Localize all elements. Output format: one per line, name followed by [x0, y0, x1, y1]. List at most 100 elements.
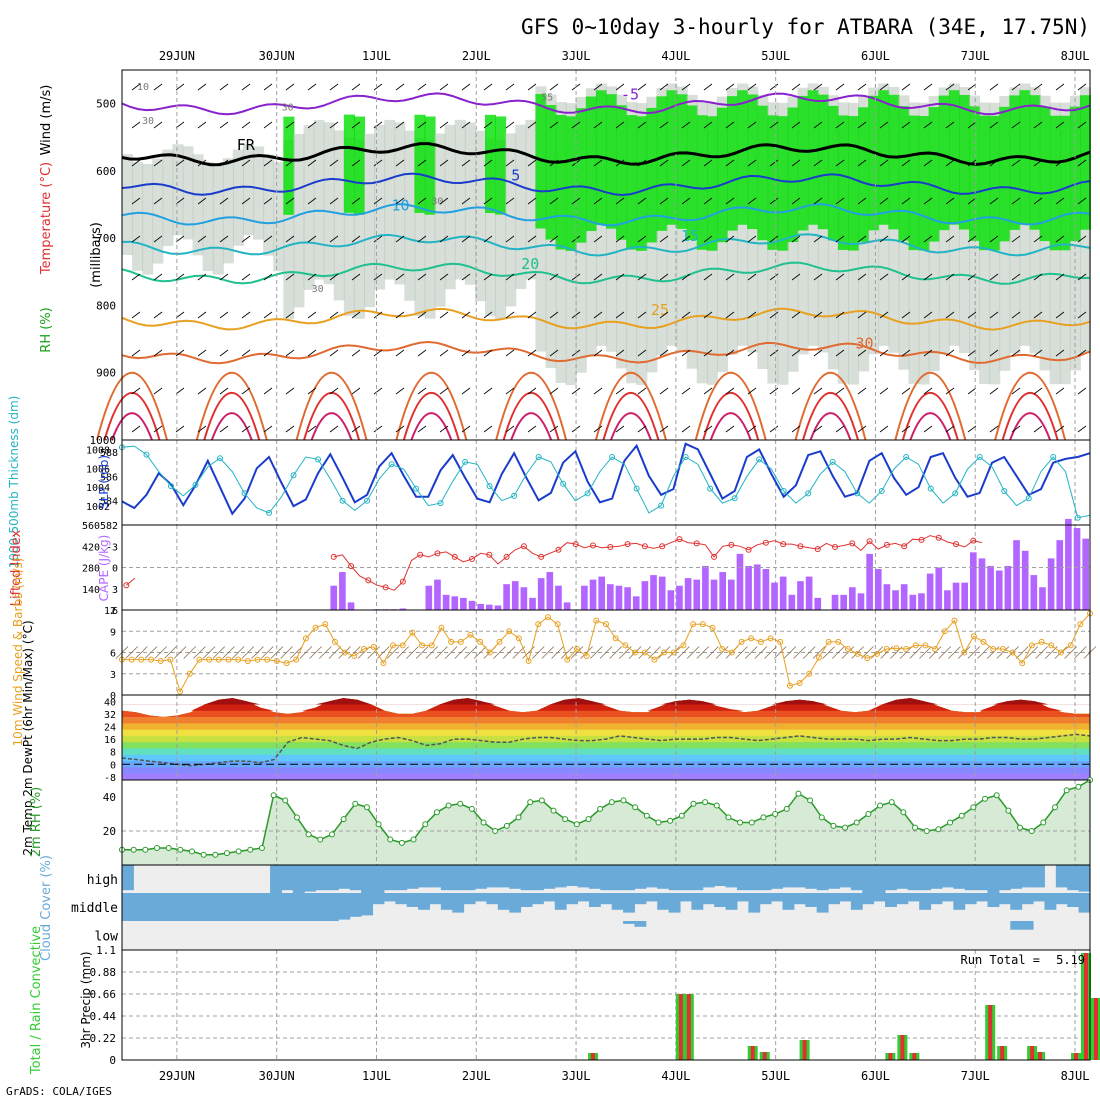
wind-barb [241, 425, 251, 433]
wind-barb [835, 387, 845, 395]
wind-barb [153, 121, 163, 129]
wind-barb [219, 349, 229, 357]
wind10-point [206, 656, 213, 663]
top-x-tick: 3JUL [562, 49, 591, 63]
wind10-barb [289, 646, 303, 659]
wind10-barb [870, 646, 884, 659]
wind-barb [967, 159, 977, 167]
rh2m-point [900, 809, 907, 816]
wind-barb [791, 121, 801, 129]
rh-green-shading [414, 114, 426, 213]
precip-frame [121, 949, 1091, 1061]
wind10-point [390, 642, 397, 649]
cloud-bar-middle [440, 893, 453, 910]
rh2m-point [492, 828, 499, 834]
rh-green-shading [969, 106, 981, 241]
wind-barb [725, 197, 735, 205]
wind-barb [395, 121, 405, 129]
rh2m-point [760, 814, 767, 821]
rh-shading [353, 139, 365, 319]
wind-barb [659, 425, 669, 433]
wind10-point [312, 624, 319, 631]
cloud-bar-middle [349, 893, 362, 917]
cloud-bar-middle [725, 893, 738, 910]
cape-bar [961, 582, 968, 610]
wind-barb [329, 425, 339, 433]
wind-barb [637, 425, 647, 433]
wind10-barb [144, 646, 158, 659]
wind-barb [835, 311, 845, 319]
cloud-bar-high [771, 865, 784, 889]
thickness-point [658, 502, 665, 509]
lifted-index-point [745, 546, 752, 553]
rh2m-point [1075, 783, 1082, 790]
wind-barb [923, 197, 933, 205]
cloud-bar-middle [361, 893, 374, 916]
wind-barb [285, 425, 295, 433]
wind10-point [932, 645, 939, 652]
cape-bar [987, 565, 994, 610]
rh-green-shading [747, 94, 759, 230]
wind10-barb [948, 646, 961, 659]
wind-barb [989, 121, 999, 129]
wind-barb [1011, 121, 1021, 129]
cape-bar [909, 594, 917, 610]
wind-barb [747, 121, 757, 129]
cape-bar [581, 585, 588, 610]
wind-barb [351, 349, 361, 357]
rh-green-shading [545, 104, 557, 240]
cloud-bar-middle [907, 893, 920, 902]
profile-y-tick: 500 [96, 98, 116, 111]
thickness-point [780, 488, 787, 494]
temp-surface-loop [402, 392, 460, 441]
wind10-point [651, 656, 658, 663]
cape-bar [944, 590, 951, 610]
wind-barb [373, 273, 383, 281]
cloud-bar-middle [680, 893, 692, 902]
cape-bar [667, 590, 675, 610]
wind-barb [439, 273, 449, 281]
precip-convective-bar [900, 1035, 905, 1060]
rh2m-point [667, 817, 674, 824]
cape-bar [857, 593, 865, 610]
rh2m-point [212, 851, 219, 858]
wind-barb [461, 349, 471, 357]
cape-bar [555, 585, 562, 610]
wind-barb [835, 425, 845, 433]
cape-bar [702, 565, 709, 610]
thickness-point [290, 472, 297, 479]
rh-green-shading [555, 114, 567, 250]
cloud-bar-middle [1044, 893, 1057, 910]
wind-barb [857, 273, 867, 281]
wind-side-label: Wind (m/s) [39, 85, 54, 156]
rh2m-point [305, 831, 312, 838]
wind-barb [769, 197, 779, 205]
temp-surface-loop [794, 372, 867, 441]
rh-shading [243, 144, 255, 236]
rh-shading [485, 138, 497, 317]
rh2m-point [783, 805, 790, 812]
temp-surface-loop [203, 392, 261, 441]
wind-barb [967, 197, 977, 205]
wind-barb [637, 387, 647, 395]
wind-barb [747, 273, 757, 281]
wind-barb [373, 311, 383, 319]
wind-barb [527, 311, 537, 319]
wind-barb [527, 387, 537, 395]
rh-shading [303, 125, 315, 290]
temp2m-ylabel: 2m Temp 2m DewPt (6hr Min/Max) (°C) [21, 620, 35, 855]
temp-surface-loop [602, 392, 660, 441]
wind-barb [813, 159, 823, 167]
rh-shading [152, 158, 164, 264]
wind-barb [703, 349, 713, 357]
wind10-point [196, 656, 203, 663]
wind-barb [923, 425, 933, 433]
wind10-barb [212, 646, 226, 659]
wind10-barb [493, 646, 506, 659]
rh-shading [323, 122, 335, 285]
top-x-tick: 5JUL [761, 49, 790, 63]
wind-barb [615, 197, 625, 205]
cape-bar [520, 587, 528, 610]
wind-barb [681, 425, 691, 433]
wind-barb [505, 235, 515, 243]
